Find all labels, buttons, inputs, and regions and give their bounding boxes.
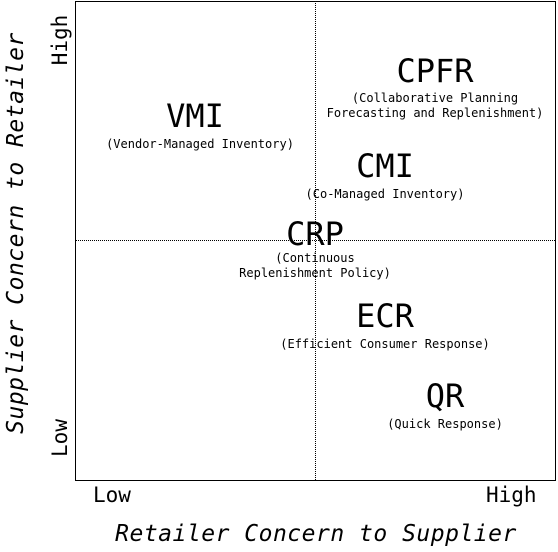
qr-abbr: QR xyxy=(425,377,465,415)
cpfr-full-name: (Collaborative Planning Forecasting and … xyxy=(326,91,544,120)
x-axis-label: Retailer Concern to Supplier xyxy=(115,521,517,547)
ecr-full-name: (Efficient Consumer Response) xyxy=(280,337,490,351)
crp-abbr: CRP xyxy=(286,215,344,253)
x-low-label: Low xyxy=(93,483,131,507)
cmi-abbr: CMI xyxy=(356,147,414,185)
vmi-abbr: VMI xyxy=(166,97,224,135)
ecr-abbr: ECR xyxy=(356,297,414,335)
y-axis-label: Supplier Concern to Retailer xyxy=(3,32,29,434)
y-low-label: Low xyxy=(48,419,72,457)
y-high-label: High xyxy=(48,14,72,66)
qr-full-name: (Quick Response) xyxy=(387,417,503,431)
cpfr-abbr: CPFR xyxy=(396,52,474,90)
vmi-full-name: (Vendor-Managed Inventory) xyxy=(106,137,294,151)
crp-full-name: (Continuous Replenishment Policy) xyxy=(239,251,391,280)
x-high-label: High xyxy=(486,483,537,507)
horizontal-divider xyxy=(75,240,555,241)
cmi-full-name: (Co-Managed Inventory) xyxy=(305,187,465,201)
